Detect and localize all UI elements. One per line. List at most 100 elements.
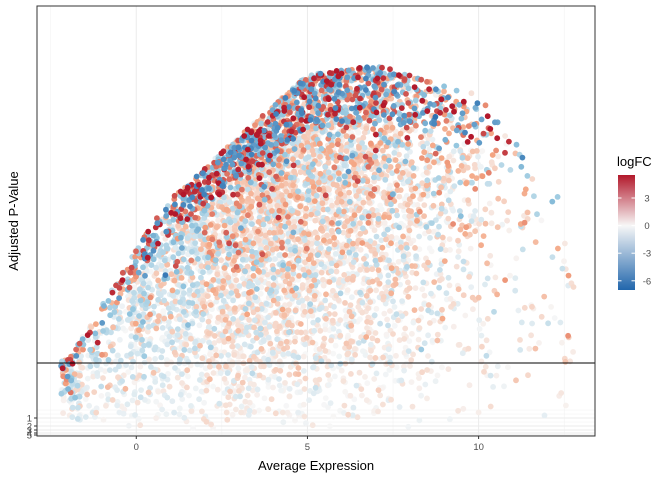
data-point xyxy=(390,331,396,337)
data-point xyxy=(505,209,512,216)
data-point xyxy=(320,276,326,283)
data-point xyxy=(451,183,458,190)
data-point xyxy=(369,335,376,342)
data-point xyxy=(324,232,331,239)
data-point xyxy=(312,229,319,236)
data-point xyxy=(189,282,196,288)
data-point xyxy=(131,284,138,291)
data-point xyxy=(270,282,277,288)
data-point xyxy=(436,223,442,230)
data-point xyxy=(329,202,335,209)
data-point xyxy=(517,337,523,343)
data-point xyxy=(203,281,210,288)
data-point xyxy=(284,409,291,416)
data-point xyxy=(310,319,317,326)
data-point xyxy=(322,348,329,354)
data-point xyxy=(277,229,284,235)
data-point xyxy=(161,315,168,322)
data-point xyxy=(367,140,374,147)
data-point xyxy=(455,407,461,414)
data-point xyxy=(562,240,568,247)
data-point xyxy=(219,308,226,315)
data-point xyxy=(152,356,159,362)
data-point xyxy=(513,255,520,262)
data-point xyxy=(406,338,413,344)
data-point xyxy=(295,371,302,377)
data-point xyxy=(158,262,165,269)
data-point xyxy=(301,368,307,374)
data-point xyxy=(329,317,336,324)
data-point xyxy=(235,365,242,372)
data-point xyxy=(234,343,241,349)
data-point xyxy=(302,341,308,348)
data-point xyxy=(396,404,403,410)
data-point xyxy=(155,318,161,324)
data-point xyxy=(297,203,304,210)
data-point xyxy=(352,252,359,258)
data-point xyxy=(141,290,147,297)
data-point xyxy=(366,199,373,206)
data-point xyxy=(467,245,474,252)
data-point xyxy=(405,207,412,214)
data-point xyxy=(60,410,66,416)
data-point xyxy=(371,312,378,319)
data-point xyxy=(418,306,425,312)
data-point xyxy=(478,332,485,339)
data-point xyxy=(186,347,193,354)
data-point xyxy=(357,289,363,296)
data-point xyxy=(251,324,257,331)
data-point xyxy=(194,288,201,295)
data-point xyxy=(476,317,483,323)
data-point xyxy=(536,340,542,346)
data-point xyxy=(189,248,195,255)
data-point xyxy=(357,246,364,253)
data-point xyxy=(346,249,353,256)
data-point xyxy=(257,325,264,332)
data-point xyxy=(177,299,184,305)
data-point xyxy=(269,349,276,356)
data-point xyxy=(86,402,92,409)
data-point xyxy=(483,352,490,359)
data-point xyxy=(373,207,380,214)
data-point xyxy=(129,397,136,404)
data-point xyxy=(460,266,467,273)
data-point xyxy=(404,263,410,270)
data-point xyxy=(210,287,217,294)
data-point xyxy=(363,334,370,340)
data-point xyxy=(385,279,392,285)
data-point xyxy=(264,271,271,278)
data-point xyxy=(147,311,154,318)
data-point xyxy=(425,307,432,314)
data-point xyxy=(399,313,405,319)
data-point xyxy=(371,376,378,382)
data-point xyxy=(246,300,252,307)
data-point xyxy=(135,415,142,422)
data-point xyxy=(493,372,500,379)
data-point xyxy=(413,253,419,259)
data-point xyxy=(378,237,385,244)
data-point xyxy=(325,372,332,378)
data-point xyxy=(198,274,204,281)
data-point xyxy=(336,353,343,360)
data-point xyxy=(302,213,309,220)
data-point xyxy=(420,279,427,286)
data-point xyxy=(303,205,309,212)
data-point xyxy=(315,179,322,186)
data-point xyxy=(273,309,279,316)
data-point xyxy=(248,343,254,350)
data-point xyxy=(148,262,155,268)
data-point xyxy=(450,148,457,155)
data-point xyxy=(356,145,362,151)
data-point xyxy=(486,200,493,207)
data-point xyxy=(492,165,498,172)
data-point xyxy=(387,164,394,170)
data-point xyxy=(248,364,255,370)
data-point xyxy=(481,368,487,375)
data-point xyxy=(526,345,533,352)
data-point xyxy=(322,322,329,329)
data-point xyxy=(368,341,374,348)
data-point xyxy=(316,376,323,383)
data-point xyxy=(182,223,189,230)
data-point xyxy=(400,233,406,240)
data-point xyxy=(219,284,226,291)
